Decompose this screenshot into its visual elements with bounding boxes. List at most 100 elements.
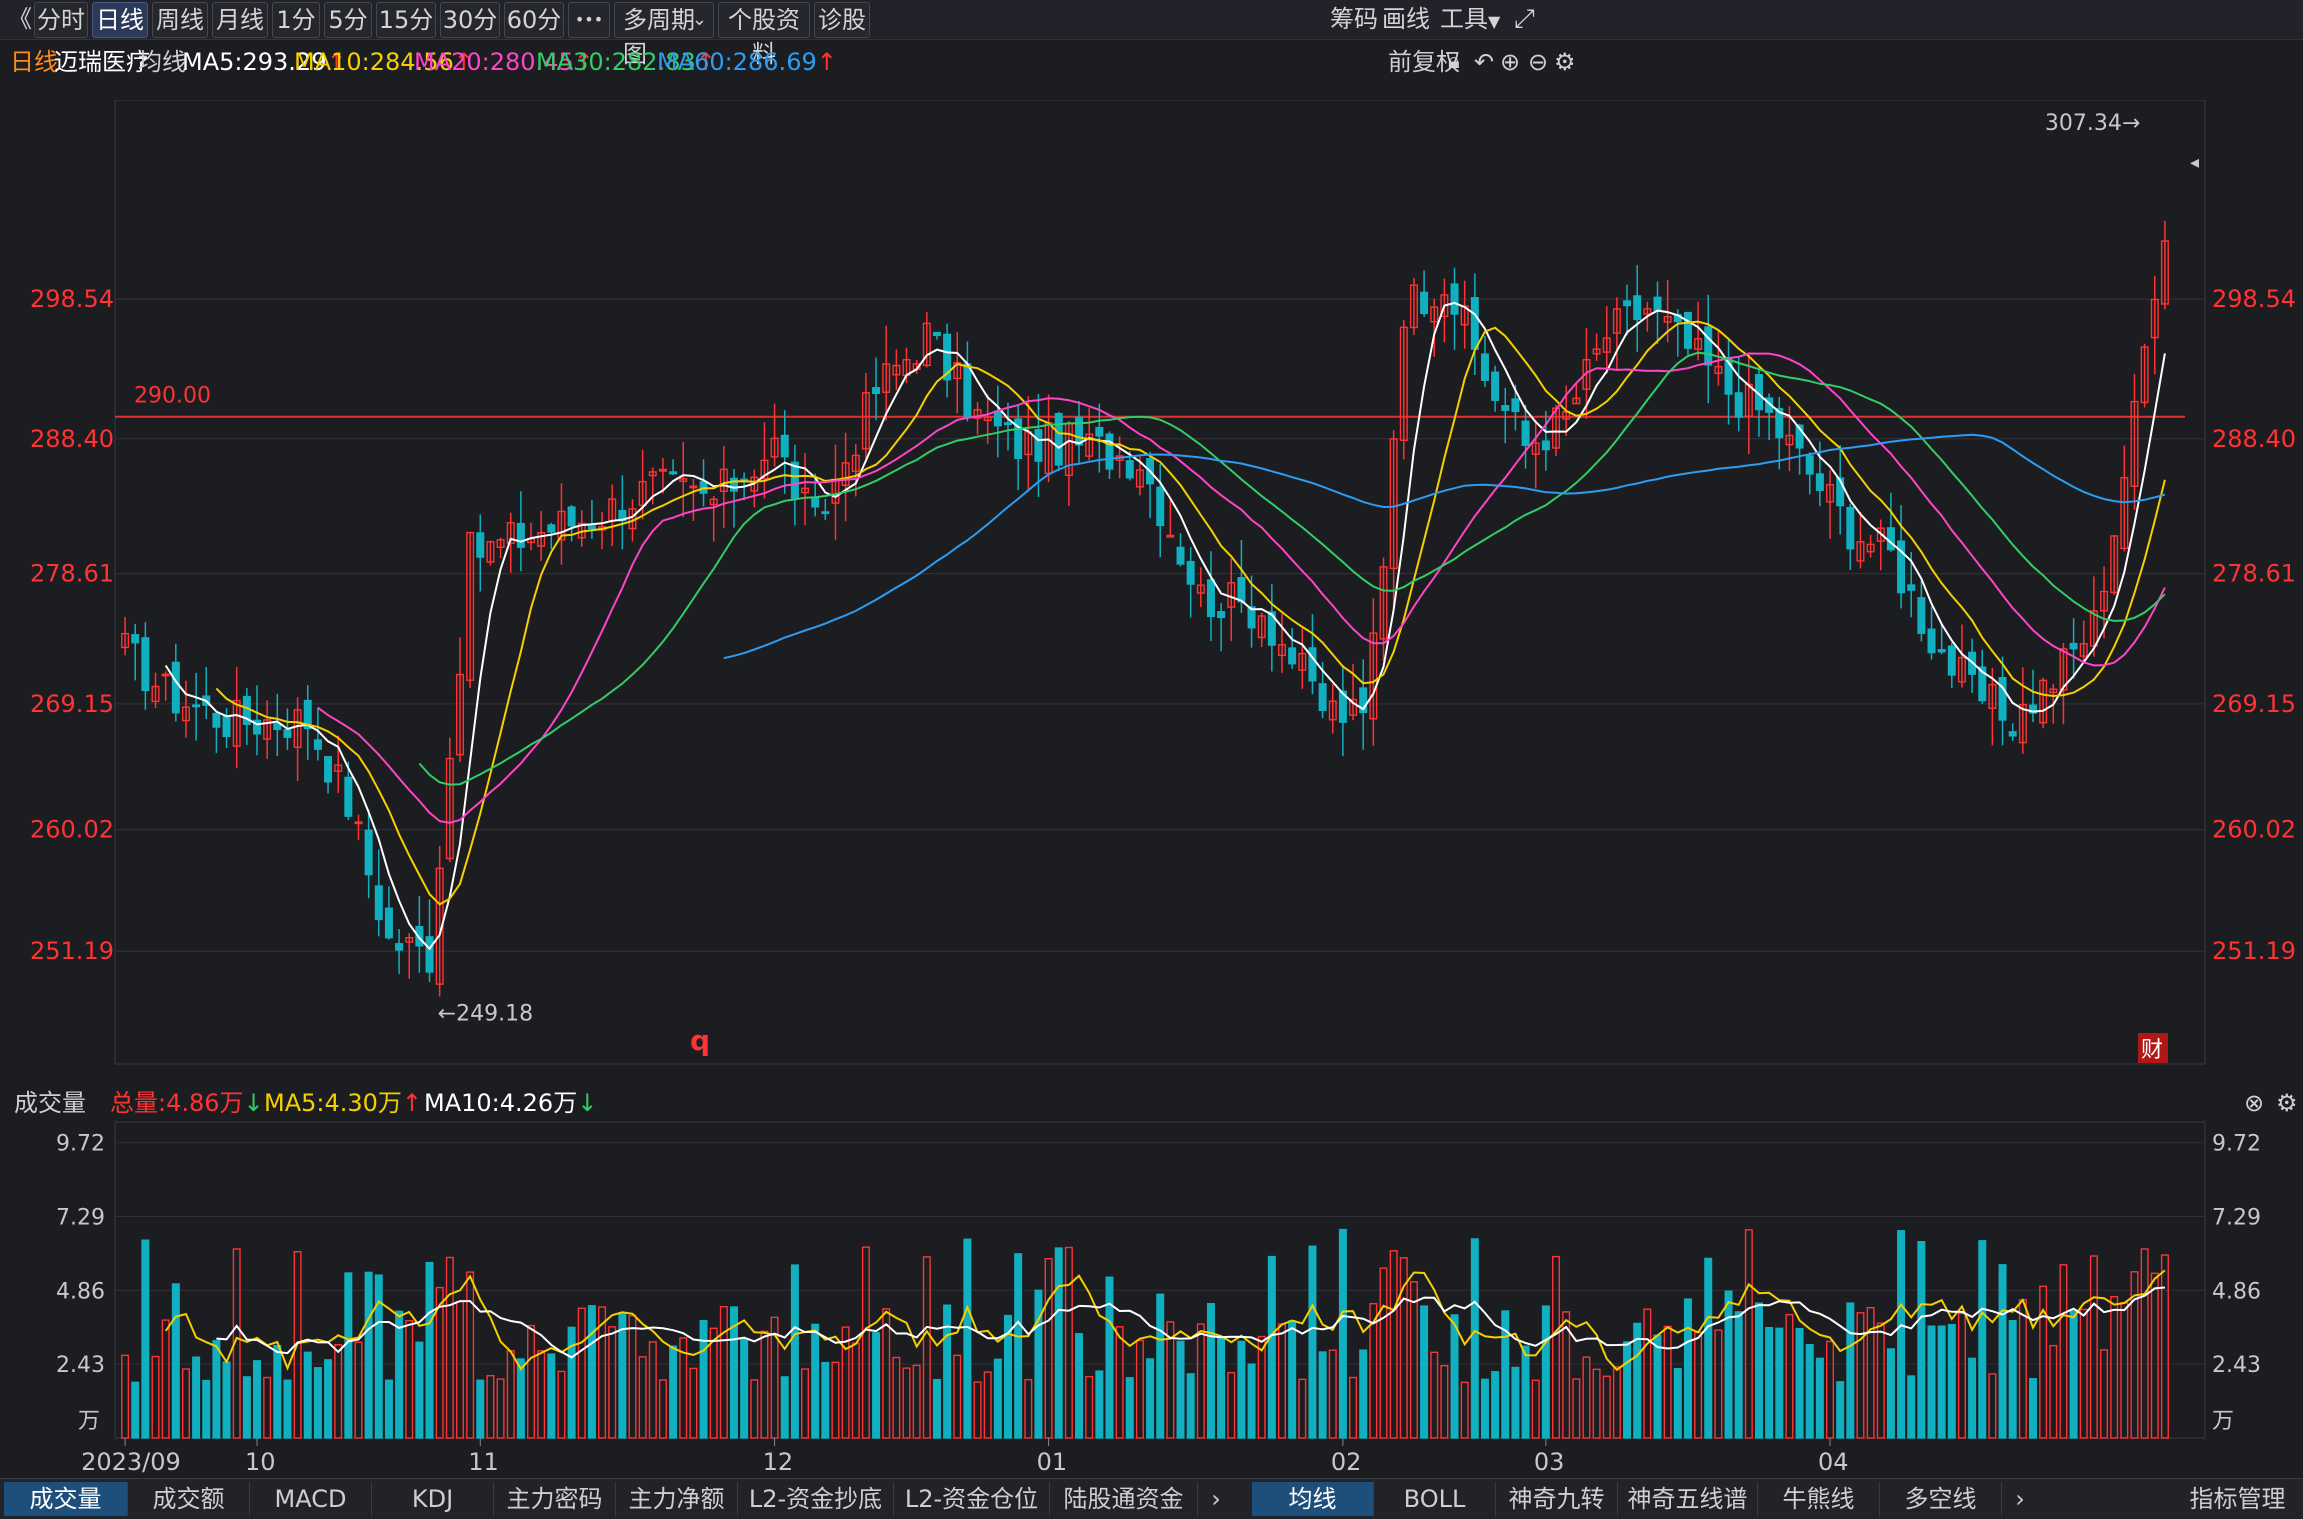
volume-bar[interactable]: [1531, 1379, 1540, 1439]
volume-bar[interactable]: [1034, 1289, 1043, 1439]
candle-body[interactable]: [1420, 291, 1429, 315]
candle-body[interactable]: [1978, 666, 1987, 702]
candle-body[interactable]: [1957, 656, 1966, 683]
candle-body[interactable]: [1876, 527, 1885, 542]
candle-body[interactable]: [1592, 348, 1601, 355]
candle-body[interactable]: [557, 510, 566, 541]
collapse-icon[interactable]: 《: [8, 5, 32, 33]
volume-bar[interactable]: [1003, 1314, 1012, 1439]
volume-chart[interactable]: 9.72 7.29 4.86 2.43 9.72 7.29 4.86 2.43 万 万 20…: [0, 1120, 2303, 1478]
candle-body[interactable]: [567, 506, 576, 527]
volume-bar[interactable]: [760, 1330, 769, 1439]
candle-body[interactable]: [1937, 649, 1946, 653]
volume-bar[interactable]: [384, 1379, 393, 1439]
chevron-right-icon[interactable]: ›: [2015, 1485, 2025, 1513]
candle-body[interactable]: [587, 525, 596, 530]
volume-bar[interactable]: [1308, 1245, 1317, 1439]
volume-bar[interactable]: [1491, 1371, 1500, 1439]
candle-body[interactable]: [1623, 300, 1632, 307]
candle-body[interactable]: [821, 511, 830, 515]
volume-bar[interactable]: [1480, 1378, 1489, 1439]
candle-body[interactable]: [2089, 610, 2098, 647]
multi-period-dropdown[interactable]: 多周期图 ⌄: [614, 2, 714, 68]
candle-body[interactable]: [943, 333, 952, 381]
volume-bar[interactable]: [963, 1238, 972, 1439]
volume-bar[interactable]: [1582, 1356, 1591, 1439]
volume-bar[interactable]: [1237, 1340, 1246, 1439]
volume-bar[interactable]: [1166, 1321, 1175, 1439]
candle-body[interactable]: [1206, 579, 1215, 617]
volume-bar[interactable]: [801, 1368, 810, 1439]
candle-body[interactable]: [1694, 338, 1703, 350]
volume-bar[interactable]: [1278, 1323, 1287, 1439]
volume-bar[interactable]: [1470, 1238, 1479, 1439]
candle-body[interactable]: [1003, 422, 1012, 426]
volume-bar[interactable]: [455, 1300, 464, 1439]
candle-body[interactable]: [983, 416, 992, 422]
volume-bar[interactable]: [750, 1379, 759, 1439]
volume-bar[interactable]: [1643, 1308, 1652, 1439]
volume-bar[interactable]: [932, 1378, 941, 1439]
candle-body[interactable]: [2018, 704, 2027, 744]
candle-body[interactable]: [892, 364, 901, 376]
volume-bar[interactable]: [689, 1367, 698, 1439]
candle-body[interactable]: [1237, 577, 1246, 603]
candle-body[interactable]: [1511, 398, 1520, 413]
volume-bar[interactable]: [1694, 1331, 1703, 1439]
volume-bar[interactable]: [486, 1375, 495, 1439]
candle-body[interactable]: [1815, 473, 1824, 491]
volume-bar[interactable]: [2120, 1302, 2129, 1439]
volume-bar[interactable]: [1653, 1334, 1662, 1439]
volume-bar[interactable]: [1511, 1366, 1520, 1439]
volume-bar[interactable]: [283, 1379, 292, 1439]
candlestick-chart[interactable]: 290.00 298.54 288.40 278.61 269.15 260.02 251…: [0, 100, 2303, 1070]
volume-bar[interactable]: [1724, 1290, 1733, 1439]
volume-bar[interactable]: [1927, 1325, 1936, 1439]
volume-bar[interactable]: [1683, 1298, 1692, 1439]
volume-bar[interactable]: [496, 1378, 505, 1439]
volume-bar[interactable]: [1978, 1240, 1987, 1439]
volume-bar[interactable]: [1562, 1311, 1571, 1439]
volume-bar[interactable]: [780, 1376, 789, 1439]
volume-bar[interactable]: [1754, 1302, 1763, 1439]
expand-icon[interactable]: ⤢: [1514, 4, 1535, 34]
candle-body[interactable]: [537, 531, 546, 547]
volume-bar[interactable]: [608, 1326, 617, 1439]
volume-bar[interactable]: [1135, 1339, 1144, 1439]
volume-bar[interactable]: [273, 1344, 282, 1439]
candle-body[interactable]: [2069, 642, 2078, 650]
candle-body[interactable]: [1947, 645, 1956, 676]
volume-bar[interactable]: [151, 1355, 160, 1439]
candle-body[interactable]: [466, 531, 475, 681]
period-button-daily[interactable]: 日线: [92, 2, 148, 38]
candle-body[interactable]: [384, 907, 393, 939]
candle-body[interactable]: [953, 362, 962, 380]
candle-body[interactable]: [313, 739, 322, 750]
volume-bar[interactable]: [882, 1308, 891, 1439]
candle-body[interactable]: [344, 776, 353, 817]
volume-bar[interactable]: [425, 1261, 434, 1439]
candle-body[interactable]: [1298, 652, 1307, 671]
candle-body[interactable]: [1491, 371, 1500, 401]
volume-bar[interactable]: [1450, 1314, 1459, 1439]
volume-bar[interactable]: [2008, 1320, 2017, 1439]
volume-bar[interactable]: [344, 1272, 353, 1439]
period-button-weekly[interactable]: 周线: [152, 2, 208, 38]
volume-bar[interactable]: [1217, 1336, 1226, 1439]
candle-body[interactable]: [790, 461, 799, 499]
volume-bar[interactable]: [709, 1327, 718, 1439]
tab-boll[interactable]: BOLL: [1374, 1482, 1496, 1516]
candle-body[interactable]: [405, 937, 414, 943]
candle-body[interactable]: [131, 634, 140, 644]
candle-body[interactable]: [1917, 597, 1926, 634]
tab-magic-five[interactable]: 神奇五线谱: [1618, 1482, 1758, 1516]
candle-body[interactable]: [303, 699, 312, 730]
candle-body[interactable]: [395, 943, 404, 951]
more-periods-button[interactable]: •••: [568, 2, 610, 38]
zoom-in-icon[interactable]: ⊕: [1500, 48, 1521, 76]
tab-magic-nine[interactable]: 神奇九转: [1496, 1482, 1618, 1516]
candle-body[interactable]: [1653, 296, 1662, 311]
undo-icon[interactable]: ↶: [1474, 48, 1495, 76]
candle-body[interactable]: [1288, 647, 1297, 665]
candle-body[interactable]: [1075, 416, 1084, 446]
